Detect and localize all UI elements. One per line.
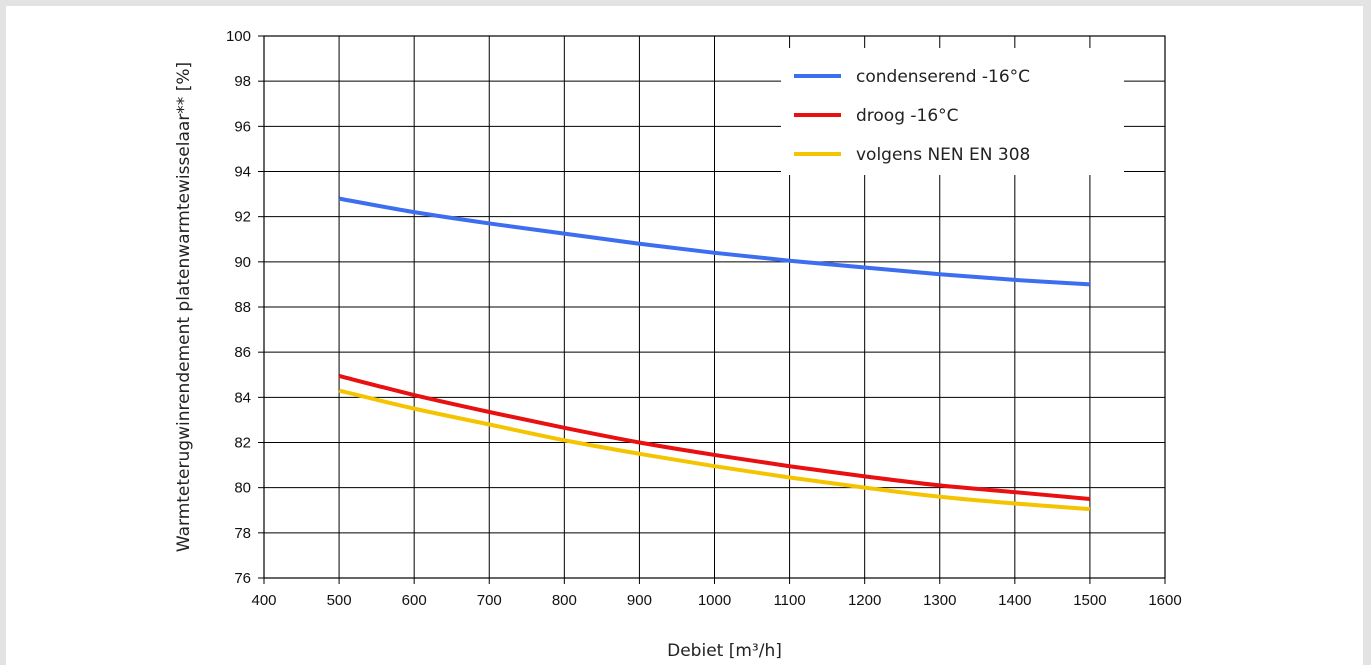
legend-label: volgens NEN EN 308 [856,145,1030,165]
y-tick-label: 84 [234,389,251,406]
y-tick-label: 82 [234,435,251,452]
y-tick-label: 90 [234,254,251,271]
x-tick-label: 1300 [923,592,956,609]
x-axis-title: Debiet [m³/h] [667,641,782,661]
y-axis-title: Warmteterugwinrendement platenwarmtewiss… [174,62,194,552]
y-tick-label: 92 [234,209,251,226]
series-line-2 [338,388,1091,512]
y-tick-label: 100 [226,28,251,45]
x-axis-ticks: 400 500 600 700 800 900 1000 1100 1200 1300 1400 15… [251,578,1182,609]
series-lines [338,196,1091,512]
x-tick-label: 1500 [1073,592,1106,609]
x-tick-label: 500 [327,592,352,609]
series-line-1 [338,373,1091,501]
legend-label: droog -16°C [856,106,959,126]
line-chart: 76 78 80 82 84 86 88 90 92 94 96 98 100 400 500 600 700… [174,28,1182,661]
x-tick-label: 900 [627,592,652,609]
y-tick-label: 80 [234,480,251,497]
x-tick-label: 1200 [848,592,881,609]
series-line-0 [338,196,1091,287]
chart-frame: 76 78 80 82 84 86 88 90 92 94 96 98 100 400 500 600 700… [6,6,1363,665]
x-tick-label: 800 [552,592,577,609]
y-tick-label: 96 [234,118,251,135]
y-tick-label: 78 [234,525,251,542]
x-tick-label: 1100 [773,592,805,609]
x-tick-label: 1000 [698,592,731,609]
y-tick-label: 86 [234,344,251,361]
x-tick-label: 600 [402,592,427,609]
x-tick-label: 700 [477,592,502,609]
y-axis-ticks: 76 78 80 82 84 86 88 90 92 94 96 98 100 [226,28,264,587]
y-tick-label: 76 [234,570,251,587]
x-tick-label: 400 [251,592,276,609]
legend-label: condenserend -16°C [856,67,1030,87]
y-tick-label: 88 [234,299,251,316]
x-tick-label: 1400 [998,592,1031,609]
y-tick-label: 98 [234,73,251,90]
legend: condenserend -16°C droog -16°C volgens NEN… [781,48,1124,175]
x-tick-label: 1600 [1148,592,1181,609]
y-tick-label: 94 [234,164,251,181]
